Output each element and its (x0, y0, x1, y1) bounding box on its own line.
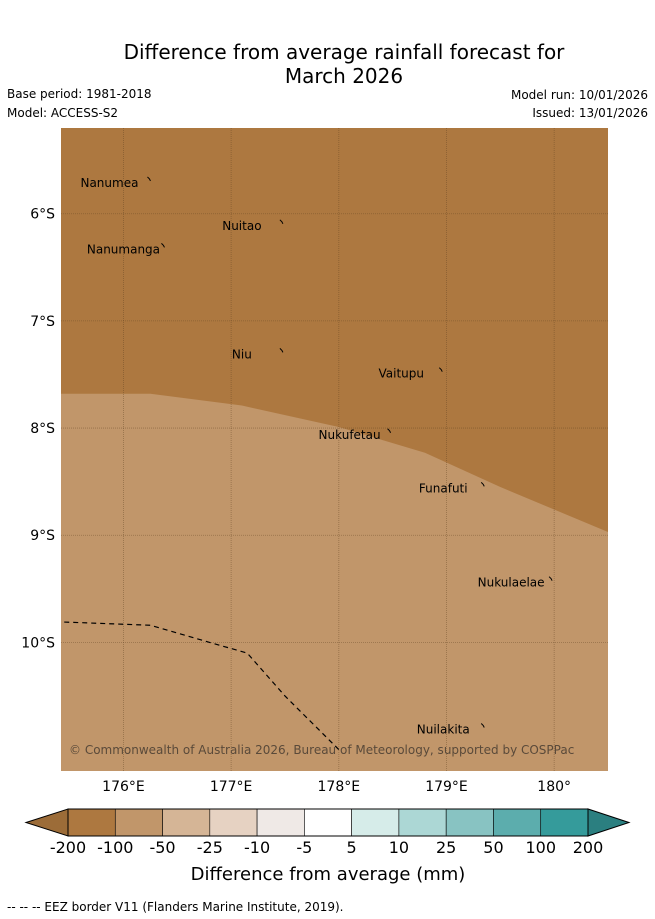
place-funafuti: Funafuti (419, 481, 485, 495)
colorbar-tick-label: -200 (50, 838, 86, 857)
issued-text: Issued: 13/01/2026 (532, 106, 648, 120)
x-tick-label: 178°E (318, 779, 361, 795)
island-shape (480, 482, 485, 487)
place-vaitupu: Vaitupu (379, 367, 443, 381)
x-tick-label: 180° (537, 779, 571, 795)
colorbar-tick-label: 200 (573, 838, 604, 857)
colorbar-tick-label: -25 (197, 838, 223, 857)
place-nukulaelae: Nukulaelae (478, 576, 553, 590)
base-period-text: Base period: 1981-2018 (7, 87, 152, 101)
colorbar-bin (351, 808, 400, 837)
colorbar-bin (114, 808, 163, 837)
colorbar-bin (304, 808, 352, 837)
colorbar-bin (162, 808, 211, 837)
place-label: Nukufetau (319, 428, 381, 442)
model-text: Model: ACCESS-S2 (7, 106, 119, 120)
colorbar-over-arrow (587, 808, 631, 837)
place-nanumanga: Nanumanga (87, 242, 165, 256)
island-shape (161, 243, 165, 248)
place-label: Vaitupu (379, 367, 425, 381)
x-tick-label: 176°E (102, 779, 145, 795)
place-nuitao: Nuitao (222, 219, 284, 233)
colorbar-frame (67, 808, 589, 837)
colorbar-tick-label: 5 (347, 838, 357, 857)
colorbar-title: Difference from average (mm) (191, 864, 466, 885)
y-tick-label: 6°S (30, 207, 55, 223)
island-shape (480, 723, 485, 728)
colorbar-bin (540, 808, 589, 837)
colorbar-tick-label: 25 (436, 838, 456, 857)
eez-footnote: -- -- -- EEZ border V11 (Flanders Marine… (7, 900, 344, 914)
colorbar-bin (67, 808, 116, 837)
place-label: Funafuti (419, 481, 468, 495)
island-shape (279, 348, 284, 353)
y-tick-label: 8°S (30, 421, 55, 437)
colorbar-bin (256, 808, 305, 837)
y-tick-label: 10°S (21, 635, 55, 651)
colorbar-tick-label: 100 (525, 838, 556, 857)
colorbar-bin (493, 808, 542, 837)
x-tick-label: 179°E (425, 779, 468, 795)
zone-drier (61, 393, 608, 771)
colorbar-tick-label: -10 (244, 838, 270, 857)
island-shape (147, 176, 151, 182)
place-nukufetau: Nukufetau (319, 428, 392, 442)
colorbar-tick-label: -100 (97, 838, 133, 857)
y-tick-label: 9°S (30, 528, 55, 544)
place-label: Nuilakita (417, 722, 470, 736)
map-figure: Nanumea Nuitao Nanumanga Niu Vaitupu Nukufeta… (21, 128, 631, 885)
island-shape (548, 576, 553, 581)
map-panel: Nanumea Nuitao Nanumanga Niu Vaitupu Nukufeta… (61, 128, 608, 771)
place-nanumea: Nanumea (80, 176, 151, 190)
copyright-text: © Commonwealth of Australia 2026, Bureau… (69, 743, 574, 757)
island-shape (279, 219, 284, 225)
model-run-text: Model run: 10/01/2026 (510, 88, 648, 102)
island-shape (438, 367, 443, 372)
map-axes: 176°E 177°E 178°E 179°E 180° 6°S 7°S 8°S 9°S 10°S (21, 207, 571, 795)
colorbar-tick-label: 10 (389, 838, 409, 857)
place-label: Niu (232, 347, 252, 361)
place-label: Nanumea (80, 176, 138, 190)
x-tick-label: 177°E (210, 779, 253, 795)
place-label: Nukulaelae (478, 576, 545, 590)
colorbar-bin (398, 808, 447, 837)
island-shape (387, 428, 392, 434)
colorbar-bin (445, 808, 494, 837)
map-title: Difference from average rainfall forecas… (0, 40, 655, 88)
colorbar-under-arrow (24, 808, 69, 837)
y-tick-label: 7°S (30, 314, 55, 330)
place-niu: Niu (232, 347, 284, 361)
colorbar-tick-label: -50 (149, 838, 175, 857)
title-line-2: March 2026 (284, 64, 404, 88)
place-nuilakita: Nuilakita (417, 722, 485, 736)
place-label: Nuitao (222, 219, 261, 233)
place-label: Nanumanga (87, 242, 160, 256)
title-line-1: Difference from average rainfall forecas… (123, 40, 565, 64)
colorbar: -200 -100 -50 -25 -10 -5 5 10 25 50 100 200 Differen… (24, 808, 631, 885)
colorbar-tick-label: 50 (483, 838, 503, 857)
colorbar-bin (209, 808, 258, 837)
colorbar-tick-label: -5 (296, 838, 312, 857)
